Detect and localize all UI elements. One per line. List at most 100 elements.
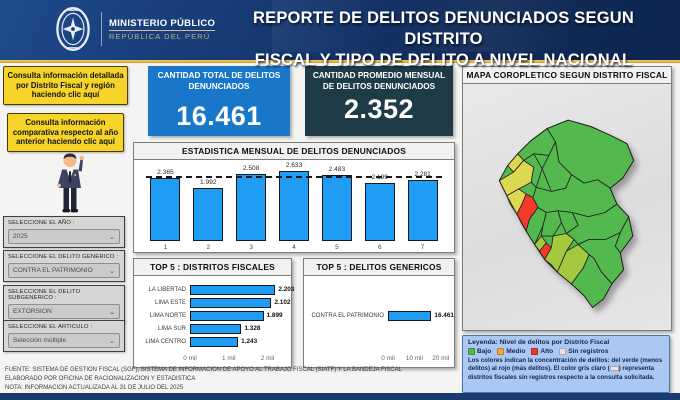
average-line [146, 176, 442, 179]
slicer-delito-subgenerico-dropdown[interactable]: EXTORSION ⌄ [8, 304, 120, 319]
slicer-articulo-value: Selección múltiple [13, 337, 67, 344]
slicer-anio-value: 2025 [13, 233, 28, 240]
slicer-anio-label: SELECCIONE EL AÑO : [8, 220, 75, 226]
bar-track: 1.328 [190, 323, 283, 334]
category-label: LIMA CENTRO [145, 338, 186, 345]
legend-note-after: ) representa distritos fiscales sin regi… [468, 365, 655, 381]
legend-note: Los colores indican la concentración de … [468, 357, 664, 382]
footer-nota: NOTA: INFORMACION ACTUALIZADA AL 31 DE J… [5, 385, 184, 391]
page-title-line1: REPORTE DE DELITOS DENUNCIADOS SEGUN DIS… [253, 9, 634, 48]
footer-fuente: FUENTE: SISTEMA DE GESTION FISCAL (SGF),… [5, 367, 402, 373]
top5-genericos-title: TOP 5 : DELITOS GENERICOS [304, 259, 454, 276]
hbar-row: LIMA NORTE 1.899 [140, 310, 283, 321]
hbar-lima-este[interactable] [190, 297, 272, 308]
hbar-row: LIMA CENTRO 1.243 [140, 336, 283, 347]
top5-genericos-panel: TOP 5 : DELITOS GENERICOS CONTRA EL PATR… [303, 258, 455, 368]
x-axis-tick: 1 mil [222, 355, 236, 362]
category-label: LIMA ESTE [154, 299, 186, 306]
month-bar-7[interactable] [407, 180, 438, 242]
top5-distritos-rows: LA LIBERTAD 2.203 LIMA ESTE 2.102 LIMA NORTE… [134, 276, 294, 351]
x-axis-label: 7 [420, 244, 425, 252]
legend-swatch-medio [497, 348, 505, 355]
month-column-5: 2.483 5 [315, 162, 358, 254]
callout-comparative-link[interactable]: Consulta información comparativa respect… [7, 113, 124, 152]
slicer-articulo-label: SELECCIONE EL ARTICULO : [8, 324, 93, 330]
hbar-lima-norte[interactable] [190, 310, 264, 321]
slicer-articulo-dropdown[interactable]: Selección múltiple ⌄ [8, 333, 120, 348]
slicer-delito-generico-dropdown[interactable]: CONTRA EL PATRIMONIO ⌄ [8, 263, 120, 278]
legend-swatch-alto [531, 348, 539, 355]
slicer-delito-generico: SELECCIONE EL DELITO GENERICO : CONTRA E… [3, 250, 125, 282]
kpi-promedio-mensual: CANTIDAD PROMEDIO MENSUAL DE DELITOS DEN… [305, 66, 453, 136]
bar-value-label: 16.461 [434, 311, 454, 319]
bar-value-label: 2.281 [414, 171, 431, 179]
month-column-7: 2.281 7 [401, 162, 444, 254]
bar-value-label: 1.899 [266, 311, 283, 319]
bar-value-label: 2.365 [157, 169, 174, 177]
month-column-1: 2.365 1 [144, 162, 187, 254]
x-axis-tick: 10 mil [405, 355, 423, 362]
category-label: LIMA NORTE [149, 312, 186, 319]
bar-track: 1.243 [190, 336, 283, 347]
map-panel: MAPA COROPLETICO SEGUN DISTRITO FISCAL [462, 66, 672, 331]
month-bar-5[interactable] [321, 175, 352, 242]
top5-distritos-panel: TOP 5 : DISTRITOS FISCALES LA LIBERTAD 2.… [133, 258, 294, 368]
fiscal-avatar-illustration [57, 153, 85, 213]
bar-value-label: 2.102 [274, 298, 291, 306]
bar-value-label: 1.328 [244, 324, 261, 332]
month-bar-4[interactable] [279, 171, 309, 242]
header-divider [0, 60, 680, 63]
bar-track: 1.899 [190, 310, 283, 321]
page-title-line2: FISCAL Y TIPO DE DELITO A NIVEL NACIONAL [254, 51, 633, 69]
bar-track: 2.102 [190, 297, 290, 308]
hbar-contra-el-patrimonio[interactable] [388, 310, 432, 321]
month-bar-3[interactable] [236, 174, 267, 242]
top5-distritos-axis: 0 mil 1 mil 2 mil [183, 353, 283, 367]
logo-divider [101, 12, 102, 46]
x-axis-label: 2 [206, 244, 211, 252]
top5-genericos-rows: CONTRA EL PATRIMONIO 16.461 [304, 276, 454, 351]
slicer-anio-dropdown[interactable]: 2025 ⌄ [8, 229, 120, 244]
x-axis-label: 4 [292, 244, 296, 252]
top5-genericos-axis: 0 mil 10 mil 20 mil [381, 353, 450, 367]
kpi-promedio-mensual-label: CANTIDAD PROMEDIO MENSUAL DE DELITOS DEN… [312, 71, 446, 91]
legend-label-bajo: Bajo [477, 348, 492, 355]
month-bar-6[interactable] [364, 182, 395, 242]
x-axis-tick: 0 mil [381, 355, 395, 362]
category-label: LIMA SUR [157, 325, 186, 332]
slicer-delito-generico-label: SELECCIONE EL DELITO GENERICO : [8, 254, 119, 260]
hbar-lima-centro[interactable] [190, 336, 239, 347]
monthly-chart-panel: ESTADISTICA MENSUAL DE DELITOS DENUNCIAD… [133, 142, 455, 253]
month-bar-1[interactable] [150, 178, 181, 242]
peru-choropleth-map[interactable] [485, 94, 653, 326]
logo: MINISTERIO PÚBLICO REPÚBLICA DEL PERÚ [52, 4, 216, 54]
bar-track: 16.461 [388, 310, 454, 321]
x-axis-label: 5 [335, 244, 339, 252]
legend-note-before: Los colores indican la concentración de … [468, 357, 663, 373]
header-bar: MINISTERIO PÚBLICO REPÚBLICA DEL PERÚ RE… [0, 0, 680, 69]
x-axis-tick: 2 mil [260, 355, 275, 362]
slicer-delito-generico-value: CONTRA EL PATRIMONIO [13, 267, 93, 274]
legend-item-bajo: Bajo [468, 348, 491, 355]
callout-detail-link[interactable]: Consulta información detallada por Distr… [3, 66, 128, 105]
hbar-row: LIMA ESTE 2.102 [140, 297, 290, 308]
hbar-la-libertad[interactable] [190, 284, 276, 295]
x-axis-label: 1 [163, 244, 168, 252]
top5-distritos-title: TOP 5 : DISTRITOS FISCALES [134, 259, 291, 276]
kpi-total-delitos-value: 16.461 [176, 101, 262, 131]
bar-value-label: 1.243 [241, 337, 258, 345]
kpi-total-delitos: CANTIDAD TOTAL DE DELITOS DENUNCIADOS 16… [148, 66, 290, 136]
footer: FUENTE: SISTEMA DE GESTION FISCAL (SGF),… [5, 366, 457, 393]
bar-value-label: 2.483 [328, 166, 346, 173]
month-bar-2[interactable] [193, 188, 224, 242]
hbar-row: LA LIBERTAD 2.203 [140, 284, 294, 295]
map-title: MAPA COROPLETICO SEGUN DISTRITO FISCAL [463, 67, 671, 84]
hbar-row: CONTRA EL PATRIMONIO 16.461 [310, 310, 454, 321]
legend-label-alto: Alto [540, 348, 554, 355]
legend-label-medio: Medio [506, 348, 526, 355]
x-axis-tick: 20 mil [432, 355, 450, 362]
x-axis-label: 3 [249, 244, 253, 252]
hbar-lima-sur[interactable] [190, 323, 242, 334]
monthly-bars: 2.365 1 1.992 2 2.508 3 2.633 4 2.483 5 2.199 6 2.28… [144, 162, 444, 254]
